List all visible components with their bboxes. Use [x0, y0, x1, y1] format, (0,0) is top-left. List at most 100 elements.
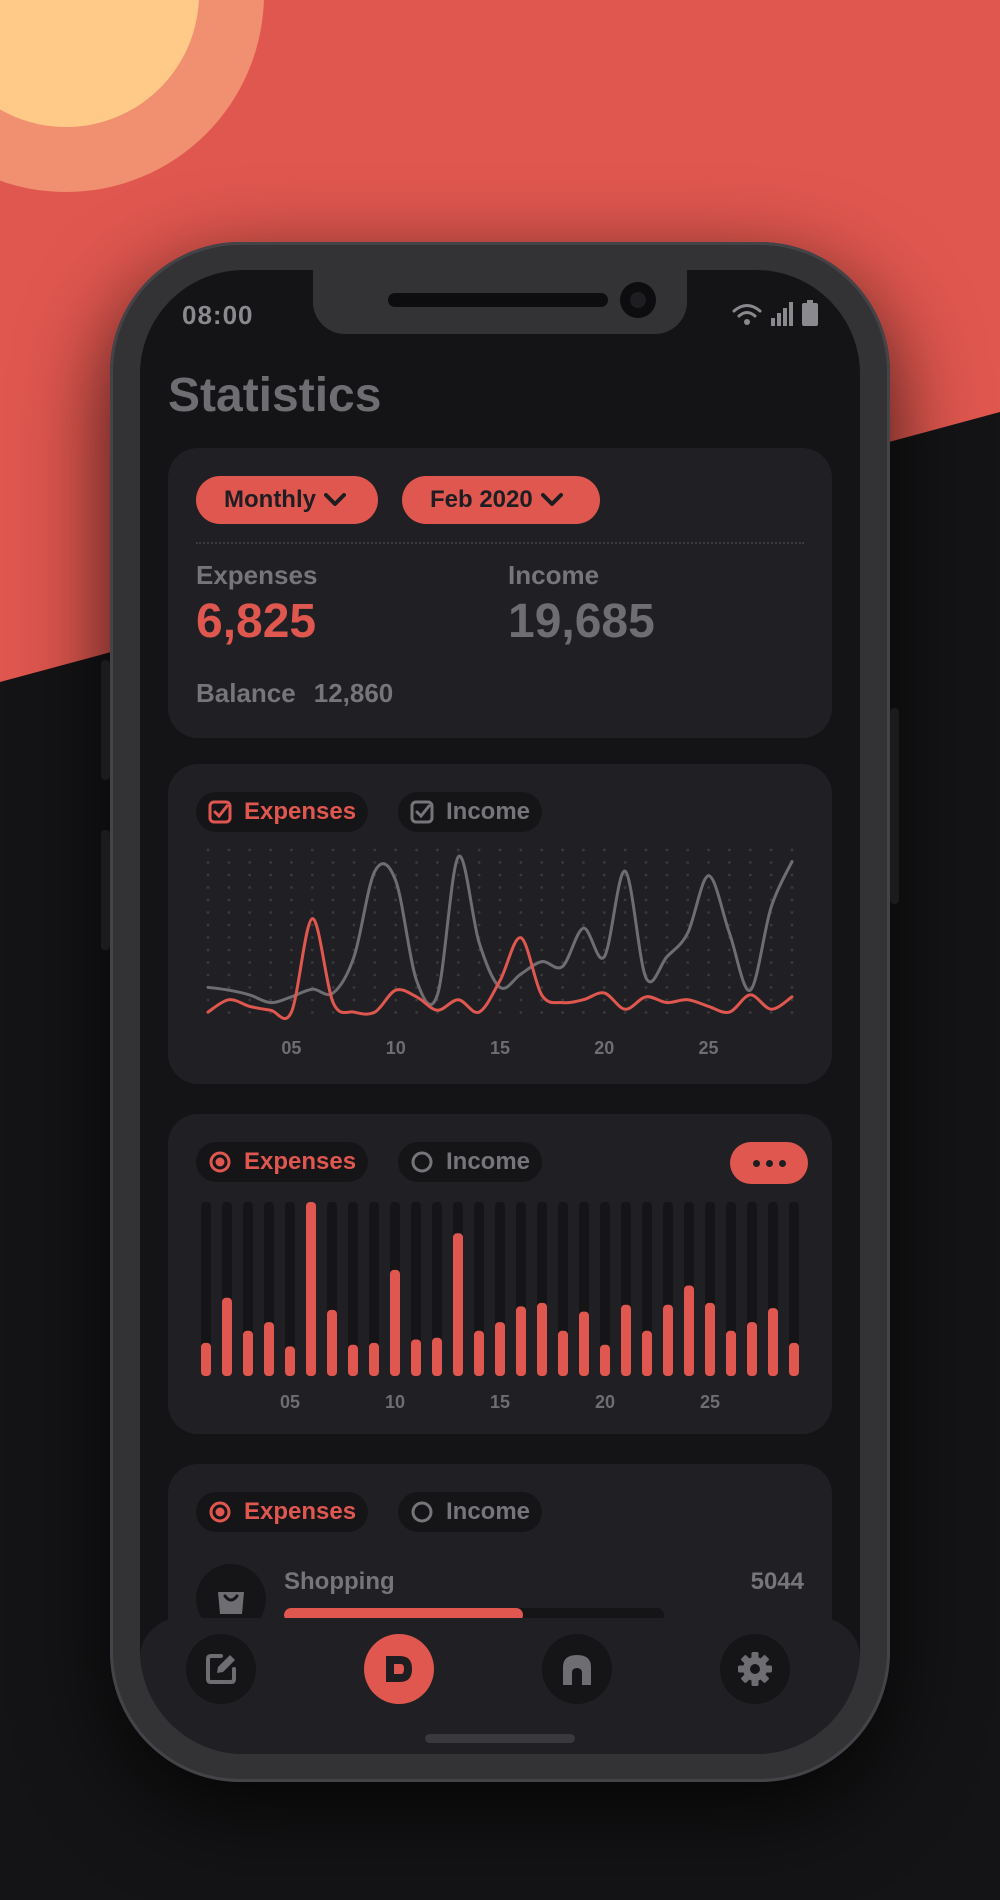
grid-dot — [373, 998, 377, 1002]
grid-dot — [436, 911, 439, 914]
grid-dot — [227, 973, 231, 977]
x-tick-label: 10 — [385, 1392, 405, 1412]
grid-dot — [456, 848, 460, 852]
grid-dot — [686, 873, 690, 877]
grid-dot — [394, 911, 398, 914]
line-expenses-toggle[interactable]: Expenses — [196, 792, 369, 832]
grid-dot — [582, 1011, 585, 1014]
grid-dot — [352, 911, 356, 914]
grid-dot — [602, 973, 606, 977]
volume-up-button — [101, 660, 110, 780]
grid-dot — [748, 911, 752, 914]
grid-dot — [269, 911, 272, 914]
grid-dot — [206, 861, 210, 864]
front-camera — [620, 282, 656, 318]
line-income-toggle[interactable]: Income — [398, 792, 543, 832]
grid-dot — [644, 998, 648, 1002]
bar-track — [432, 1202, 442, 1376]
grid-dot — [686, 1011, 690, 1014]
grid-dot — [665, 861, 669, 864]
grid-dot — [269, 986, 272, 989]
grid-dot — [582, 861, 585, 864]
bar — [537, 1302, 547, 1376]
grid-dot — [769, 848, 773, 852]
grid-dot — [519, 861, 523, 864]
battery-icon — [802, 300, 818, 326]
grid-dot — [602, 948, 606, 952]
bottom-nav — [140, 1618, 860, 1754]
grid-dot — [331, 961, 335, 964]
grid-dot — [686, 923, 690, 927]
grid-dot — [331, 1011, 335, 1014]
grid-dot — [665, 886, 669, 889]
grid-dot — [623, 936, 627, 939]
cat-income-toggle[interactable]: Income — [398, 1492, 543, 1532]
bar — [705, 1302, 715, 1376]
grid-dot — [436, 948, 439, 952]
grid-dot — [269, 961, 272, 964]
bar-expenses-toggle[interactable]: Expenses — [196, 1142, 369, 1182]
grid-dot — [665, 873, 669, 877]
more-options-button[interactable] — [730, 1142, 808, 1184]
nav-edit-button[interactable] — [186, 1634, 256, 1704]
summary-card: Monthly Feb 2020 Expenses 6,825 Income 1… — [168, 448, 832, 738]
grid-dot — [206, 998, 210, 1002]
bar — [684, 1285, 694, 1376]
bar — [747, 1322, 757, 1376]
grid-dot — [582, 986, 585, 989]
grid-dot — [519, 873, 523, 877]
grid-dot — [665, 898, 669, 902]
cat-expenses-toggle[interactable]: Expenses — [196, 1492, 369, 1532]
grid-dot — [728, 848, 731, 852]
grid-dot — [269, 848, 272, 852]
grid-dot — [227, 936, 231, 939]
phone-screen: 08:00 Statistics — [140, 270, 860, 1754]
grid-dot — [248, 948, 252, 952]
grid-dot — [561, 936, 564, 939]
grid-dot — [602, 936, 606, 939]
bar-income-toggle[interactable]: Income — [398, 1142, 543, 1182]
grid-dot — [665, 936, 669, 939]
nav-settings-button[interactable] — [720, 1634, 790, 1704]
grid-dot — [331, 848, 335, 852]
grid-dot — [582, 948, 585, 952]
grid-dot — [269, 948, 272, 952]
grid-dot — [498, 1011, 502, 1014]
nav-statistics-button[interactable] — [364, 1634, 434, 1704]
grid-dot — [769, 961, 773, 964]
period-select[interactable]: Monthly — [196, 476, 378, 524]
grid-dot — [790, 1011, 794, 1014]
grid-dot — [227, 961, 231, 964]
gear-icon — [738, 1652, 772, 1686]
grid-dot — [790, 961, 794, 964]
grid-dot — [498, 873, 502, 877]
grid-dot — [310, 998, 314, 1002]
grid-dot — [477, 973, 481, 977]
grid-dot — [373, 898, 377, 902]
grid-dot — [290, 923, 293, 927]
category-amount: 5044 — [750, 1568, 804, 1595]
grid-dot — [769, 998, 773, 1002]
grid-dot — [477, 986, 481, 989]
x-tick-label: 25 — [700, 1392, 720, 1412]
grid-dot — [227, 986, 231, 989]
grid-dot — [206, 948, 210, 952]
bar — [201, 1342, 211, 1376]
grid-dot — [310, 961, 314, 964]
grid-dot — [561, 911, 564, 914]
grid-dot — [540, 873, 544, 877]
wifi-icon — [732, 304, 762, 325]
grid-dot — [415, 948, 418, 952]
month-select[interactable]: Feb 2020 — [402, 476, 600, 524]
nav-home-button[interactable] — [542, 1634, 612, 1704]
grid-dot — [456, 961, 460, 964]
grid-dot — [310, 973, 314, 977]
grid-dot — [540, 936, 544, 939]
cat-expenses-label: Expenses — [244, 1498, 357, 1525]
grid-dot — [248, 986, 252, 989]
grid-dot — [477, 886, 481, 889]
grid-dot — [415, 1011, 418, 1014]
grid-dot — [394, 923, 398, 927]
x-tick-label: 20 — [595, 1392, 615, 1412]
grid-dot — [477, 861, 481, 864]
